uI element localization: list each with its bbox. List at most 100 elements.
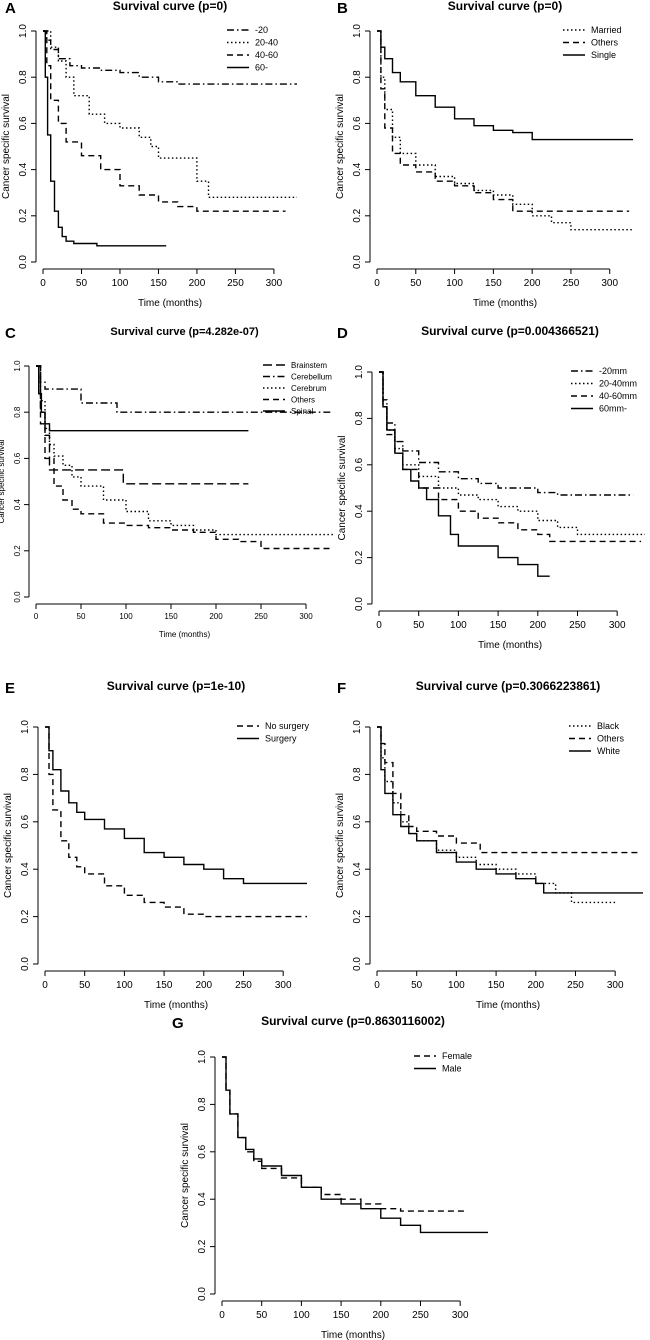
y-tick-label: 1.0: [18, 24, 29, 38]
y-tick-label: 0.4: [13, 498, 22, 510]
y-axis-label: Cancer specific survival: [3, 793, 14, 898]
x-tick-label: 200: [527, 980, 544, 991]
chart-a: Survival curve (p=0) 0 50 100 150 200 250 300 0.…: [1, 0, 297, 309]
y-tick-label: 0.0: [352, 957, 363, 971]
x-axis-label: Time (months): [159, 630, 211, 639]
legend-label: 20-40: [255, 38, 278, 48]
panel-letter: B: [337, 0, 348, 17]
y-tick-label: 0.6: [197, 1144, 208, 1158]
legend-label: Others: [597, 734, 625, 744]
x-tick-label: 0: [374, 980, 380, 991]
legend-label: Black: [597, 721, 620, 731]
y-tick-label: 0.4: [352, 862, 363, 876]
panel-letter: G: [172, 1015, 184, 1032]
chart-title: Survival curve (p=0): [113, 0, 227, 13]
series-line-40-60: [43, 30, 286, 212]
x-tick-label: 150: [150, 278, 167, 289]
series-line-cerebrum: [36, 365, 333, 536]
legend-label: 20-40mm: [599, 379, 637, 389]
y-tick-label: 0.4: [197, 1192, 208, 1206]
panel-g: G Survival curve (p=0.8630116002) 0 50 100 1…: [172, 1014, 497, 1340]
series-line-others: [36, 365, 333, 550]
x-tick-label: 50: [411, 980, 423, 991]
x-tick-label: 300: [266, 278, 283, 289]
y-tick-label: 0.8: [20, 767, 31, 781]
y-tick-label: 1.0: [352, 720, 363, 734]
y-tick-label: 0.8: [197, 1097, 208, 1111]
x-tick-label: 150: [156, 980, 173, 991]
x-axis-label: Time (months): [478, 640, 542, 651]
x-tick-label: 250: [567, 980, 584, 991]
legend-label: Cerebrum: [291, 384, 327, 393]
x-tick-label: 0: [40, 278, 46, 289]
legend-label: -20: [255, 25, 268, 35]
y-tick-label: 0.6: [20, 814, 31, 828]
y-tick-label: 0.6: [352, 116, 363, 130]
y-tick-label: 0.4: [352, 162, 363, 176]
series-line-male: [222, 1056, 488, 1234]
chart-title: Survival curve (p=4.282e-07): [110, 326, 259, 338]
y-tick-label: 0.8: [18, 70, 29, 84]
legend-label: 40-60mm: [599, 391, 637, 401]
y-tick-label: 0.4: [354, 504, 365, 518]
x-tick-label: 300: [609, 620, 626, 631]
x-tick-label: 200: [209, 612, 223, 621]
panel-e: E Survival curve (p=1e-10) 0 50 100 150 200 25…: [3, 679, 330, 1011]
y-axis-label: Cancer specific survival: [335, 793, 346, 898]
x-tick-label: 50: [79, 980, 91, 991]
x-tick-label: 50: [410, 278, 422, 289]
y-tick-label: 0.2: [18, 208, 29, 222]
legend-label: White: [597, 746, 620, 756]
chart-title: Survival curve (p=0.8630116002): [261, 1014, 445, 1028]
y-tick-label: 0.6: [13, 452, 22, 464]
x-axis-label: Time (months): [473, 298, 537, 309]
series-line--20mm: [379, 371, 634, 496]
x-tick-label: 50: [413, 620, 425, 631]
panel-c: C Survival curve (p=4.282e-07) 0 50 100 150 2…: [0, 325, 333, 640]
y-tick-label: 0.2: [197, 1239, 208, 1253]
series-line-others: [377, 30, 630, 212]
series-line-20-40mm: [379, 371, 645, 536]
x-axis-label: Time (months): [138, 298, 202, 309]
chart-f: Survival curve (p=0.3066223861) 0 50 100 150…: [335, 679, 643, 1011]
y-tick-label: 0.8: [13, 406, 22, 418]
series-line-40-60mm: [379, 371, 641, 543]
x-tick-label: 200: [529, 620, 546, 631]
x-tick-label: 200: [372, 1310, 389, 1321]
series-line-spinal: [36, 365, 249, 432]
legend-label: No surgery: [265, 721, 310, 731]
panel-letter: E: [5, 680, 16, 697]
x-tick-label: 0: [34, 612, 39, 621]
panel-d: D Survival curve (p=0.004366521) 0 50 100 15…: [337, 324, 647, 651]
x-tick-label: 250: [569, 620, 586, 631]
series-line-white: [377, 726, 643, 894]
legend-label: Others: [291, 395, 315, 404]
series-line-no-surgery: [45, 726, 307, 918]
series-line--20: [43, 30, 297, 85]
legend-label: Female: [442, 1051, 472, 1061]
y-axis-label: Cancer specific survival: [0, 439, 6, 523]
panel-letter: A: [5, 0, 16, 17]
legend-label: Single: [591, 50, 616, 60]
series-line-surgery: [45, 726, 307, 885]
x-tick-label: 150: [490, 620, 507, 631]
x-tick-label: 100: [446, 278, 463, 289]
y-tick-label: 0.0: [18, 255, 29, 269]
chart-c: Survival curve (p=4.282e-07) 0 50 100 150 200…: [0, 326, 333, 639]
x-tick-label: 150: [488, 980, 505, 991]
legend-label: Surgery: [265, 734, 297, 744]
x-tick-label: 300: [601, 278, 618, 289]
chart-title: Survival curve (p=0): [448, 0, 562, 13]
x-tick-label: 100: [119, 612, 133, 621]
x-tick-label: 250: [254, 612, 268, 621]
y-tick-label: 0.0: [197, 1287, 208, 1301]
y-tick-label: 0.4: [18, 162, 29, 176]
legend-label: Male: [442, 1064, 462, 1074]
x-tick-label: 300: [275, 980, 292, 991]
y-tick-label: 0.6: [354, 457, 365, 471]
x-tick-label: 100: [448, 980, 465, 991]
series-line-brainstem: [36, 365, 249, 485]
legend-label: 60-: [255, 63, 268, 73]
panel-letter: D: [337, 325, 348, 342]
x-tick-label: 300: [299, 612, 313, 621]
